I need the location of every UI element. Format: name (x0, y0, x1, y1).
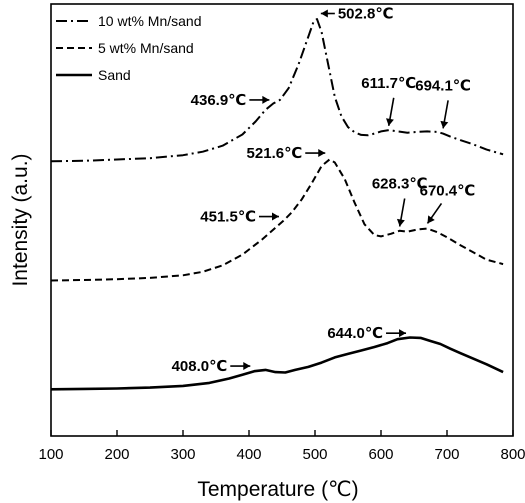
peak-label: 694.1℃ (415, 77, 471, 94)
series-line (50, 158, 504, 282)
annotation-arrowhead (399, 329, 407, 338)
annotation-arrowhead (427, 215, 435, 224)
series-lines (50, 18, 504, 391)
x-tick-label: 800 (500, 446, 525, 463)
peak-label: 644.0℃ (327, 325, 383, 342)
x-tick-label: 300 (170, 446, 195, 463)
series-line (50, 336, 504, 391)
peak-label: 521.6℃ (247, 145, 303, 162)
peak-label: 628.3℃ (372, 175, 428, 192)
peak-label: 670.4℃ (420, 182, 476, 199)
peak-label: 611.7℃ (361, 75, 416, 92)
peak-label: 502.8℃ (338, 6, 394, 23)
annotation-arrowhead (440, 120, 449, 129)
legend-label: 10 wt% Mn/sand (98, 13, 202, 29)
x-axis-title: Temperature (℃) (197, 478, 358, 501)
legend-label: Sand (98, 67, 131, 83)
legend-label: 5 wt% Mn/sand (98, 40, 194, 56)
peak-annotations: 502.8℃ 436.9℃ 611.7℃ 694.1℃ 521.6℃ 451.5℃ 628.… (172, 6, 476, 376)
annotation-arrowhead (271, 212, 279, 221)
annotation-arrowhead (396, 218, 405, 227)
x-tick-label: 400 (236, 446, 261, 463)
x-axis-ticks (50, 430, 514, 436)
plot-frame (50, 3, 514, 437)
annotation-arrowhead (262, 95, 270, 104)
peak-label: 436.9℃ (191, 92, 247, 109)
peak-label: 451.5℃ (200, 209, 256, 226)
x-tick-label: 700 (434, 446, 459, 463)
peak-label: 408.0℃ (172, 358, 228, 375)
legend: 10 wt% Mn/sand 5 wt% Mn/sand Sand (56, 13, 202, 83)
annotation-arrowhead (386, 118, 394, 126)
x-tick-label: 100 (38, 446, 63, 463)
annotation-arrowhead (318, 149, 326, 158)
x-tick-label: 200 (104, 446, 129, 463)
annotation-arrowhead (320, 9, 328, 18)
y-axis-title: Intensity (a.u.) (9, 153, 32, 286)
x-tick-label: 500 (302, 446, 327, 463)
x-axis-tick-labels: 100 200 300 400 500 600 700 800 (38, 446, 525, 463)
annotation-arrowhead (243, 362, 251, 371)
x-tick-label: 600 (368, 446, 393, 463)
